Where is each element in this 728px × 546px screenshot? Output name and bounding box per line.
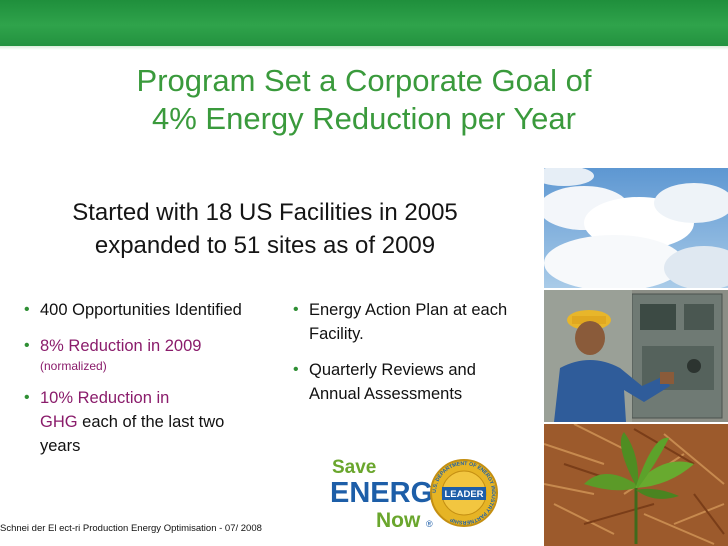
slide-title-line-1: Program Set a Corporate Goal of bbox=[136, 63, 592, 98]
subtitle-line-2: expanded to 51 sites as of 2009 bbox=[94, 232, 436, 259]
footer-text: Schnei der El ect-ri Production Energy O… bbox=[0, 523, 262, 534]
worker-photo bbox=[544, 290, 728, 422]
seedling-photo bbox=[544, 424, 728, 546]
bullet-icon: • bbox=[293, 361, 299, 378]
logo-now-text: Now bbox=[376, 509, 421, 531]
list-item: • 10% Reduction in GHG each of the last … bbox=[22, 386, 262, 458]
save-energy-now-logo: Save ENERGY Now ® LEADER U.S. DEPARTMENT… bbox=[330, 457, 498, 531]
header-bar bbox=[0, 0, 728, 46]
bullet-highlight: GHG bbox=[40, 413, 78, 431]
badge-center-text: LEADER bbox=[444, 489, 483, 500]
logo-save-text: Save bbox=[332, 457, 376, 478]
bullet-note: (normalized) bbox=[40, 359, 107, 373]
logo-registered-mark: ® bbox=[426, 519, 433, 529]
subtitle-line-1: Started with 18 US Facilities in 2005 bbox=[72, 199, 458, 226]
header-bar-shadow bbox=[0, 46, 728, 50]
bullet-icon: • bbox=[24, 337, 30, 354]
list-item: • Quarterly Reviews and Annual Assessmen… bbox=[291, 358, 521, 406]
list-item: • 8% Reduction in 2009 (normalized) bbox=[22, 334, 262, 374]
slide-subtitle: Started with 18 US Facilities in 2005 ex… bbox=[20, 196, 510, 262]
slide-title-line-2: 4% Energy Reduction per Year bbox=[152, 101, 576, 136]
bullet-icon: • bbox=[24, 389, 30, 406]
bullet-text: 8% Reduction in 2009 bbox=[40, 337, 202, 355]
bullet-text: 400 Opportunities Identified bbox=[40, 301, 242, 319]
sky-photo bbox=[544, 168, 728, 288]
list-item: • Energy Action Plan at each Facility. bbox=[291, 298, 521, 346]
list-item: • 400 Opportunities Identified bbox=[22, 298, 262, 322]
bullet-text: each of the last two years bbox=[40, 413, 225, 455]
slide-title: Program Set a Corporate Goal of 4% Energ… bbox=[20, 62, 708, 138]
bullet-text: Quarterly Reviews and Annual Assessments bbox=[309, 361, 476, 403]
bullet-text: Energy Action Plan at each Facility. bbox=[309, 301, 508, 343]
bullet-highlight: 10% Reduction in bbox=[40, 389, 170, 407]
right-bullet-list: • Energy Action Plan at each Facility. •… bbox=[291, 298, 521, 418]
bullet-icon: • bbox=[24, 301, 30, 318]
left-bullet-list: • 400 Opportunities Identified • 8% Redu… bbox=[22, 298, 262, 470]
bullet-icon: • bbox=[293, 301, 299, 318]
